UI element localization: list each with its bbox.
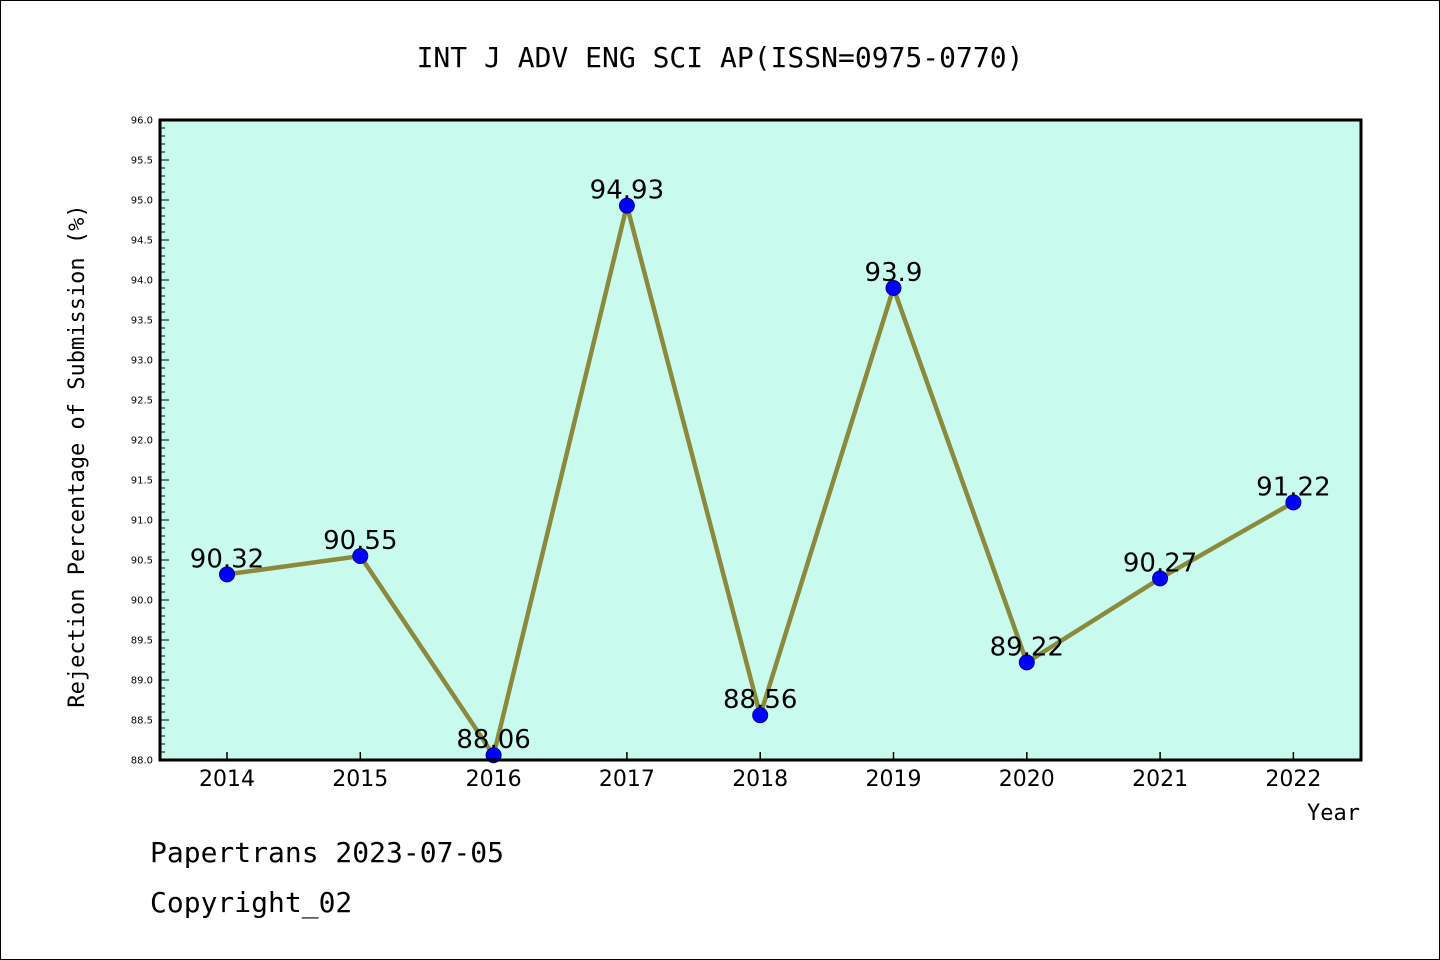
data-label: 88.06 — [456, 725, 530, 755]
chart-title: INT J ADV ENG SCI AP(ISSN=0975-0770) — [417, 41, 1024, 74]
y-tick-label: 88.0 — [131, 756, 153, 767]
y-tick-label: 92.0 — [131, 436, 153, 447]
x-axis-label: Year — [1307, 801, 1360, 826]
y-tick-label: 89.0 — [131, 676, 153, 687]
x-tick-label: 2020 — [999, 767, 1055, 792]
data-label: 90.55 — [323, 526, 397, 556]
data-point — [352, 548, 369, 564]
footer-copyright: Copyright_02 — [150, 886, 353, 919]
data-point — [1152, 570, 1169, 587]
y-tick-label: 94.0 — [131, 276, 153, 287]
x-tick-label: 2019 — [866, 767, 922, 792]
x-tick-label: 2015 — [332, 767, 388, 792]
y-tick-label: 88.5 — [131, 716, 153, 727]
data-label: 89.22 — [990, 632, 1064, 662]
y-tick-label: 92.5 — [131, 396, 153, 407]
y-tick-label: 91.0 — [131, 516, 153, 527]
data-label: 93.9 — [865, 258, 923, 288]
data-point — [618, 197, 635, 214]
data-points — [219, 197, 1302, 764]
x-tick-label: 2021 — [1132, 767, 1188, 792]
x-tick-label: 2016 — [466, 767, 522, 792]
y-tick-label: 90.0 — [131, 596, 153, 607]
plot-border — [158, 118, 1363, 762]
data-point — [885, 280, 902, 296]
data-labels: 90.32 90.55 88.06 94.93 88.56 93.9 89.22 90.27 9… — [190, 176, 1331, 756]
y-tick-label: 93.5 — [131, 316, 153, 327]
x-tick-label: 2022 — [1265, 767, 1321, 792]
y-tick-label: 90.5 — [131, 556, 153, 567]
data-label: 91.22 — [1256, 472, 1330, 502]
footer-credit: Papertrans 2023-07-05 — [150, 836, 505, 869]
y-tick-label: 95.0 — [131, 196, 153, 207]
data-label: 90.32 — [190, 544, 264, 574]
y-tick-label: 95.5 — [131, 156, 153, 167]
data-label: 88.56 — [723, 685, 797, 715]
data-label: 90.27 — [1123, 548, 1197, 578]
x-tick-label: 2018 — [732, 767, 788, 792]
data-point — [1018, 654, 1035, 671]
x-tick-label: 2014 — [199, 767, 255, 792]
y-tick-label: 96.0 — [131, 116, 153, 127]
x-tick-label: 2017 — [599, 767, 655, 792]
data-point — [219, 566, 235, 583]
data-point — [752, 707, 769, 724]
data-label: 94.93 — [590, 176, 664, 206]
y-tick-label: 94.5 — [131, 236, 153, 247]
y-axis-label: Rejection Percentage of Submission (%) — [65, 204, 90, 707]
y-tick-label: 93.0 — [131, 356, 153, 367]
y-tick-label: 91.5 — [131, 476, 153, 487]
data-point — [1285, 494, 1302, 511]
y-tick-label: 89.5 — [131, 636, 153, 647]
plot-area — [160, 120, 1361, 760]
